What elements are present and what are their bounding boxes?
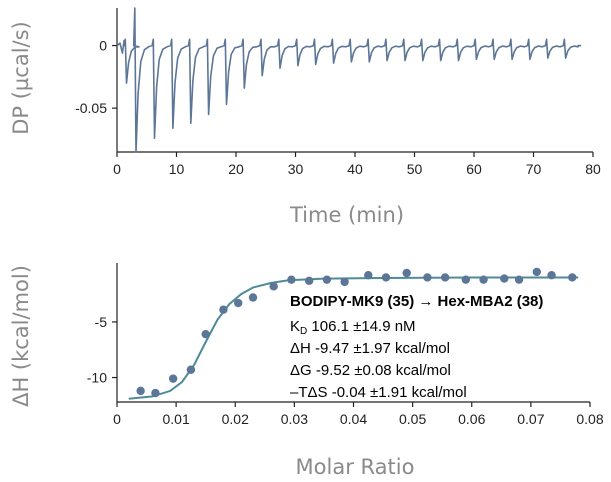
thermogram-x-tick-label: 80 [585,161,601,177]
isotherm-data-point [304,276,314,285]
isotherm-fit-curve [128,276,579,400]
thermogram-y-tick-label: 0 [99,38,107,54]
isotherm-x-tick-label: 0 [113,411,121,427]
isotherm-data-point [532,267,541,277]
isotherm-data-point [287,275,296,284]
isotherm-x-axis-label: Molar Ratio [296,455,415,479]
isotherm-data-point [402,268,411,278]
isotherm-data-point [340,277,349,287]
isotherm-data-point [322,275,332,284]
thermogram-x-tick-label: 70 [526,161,542,177]
isotherm-y-tick-label: -5 [95,314,108,330]
isotherm-data-points [136,267,577,398]
annotation-tds: –TΔS -0.04 ±1.91 kcal/mol [290,384,467,401]
thermogram-axes [116,8,593,153]
isotherm-data-point [514,275,524,284]
isotherm-data-point [168,374,178,383]
thermogram-x-tick-label: 10 [169,161,185,177]
thermogram-x-tick-label: 20 [228,161,244,177]
thermogram-x-tick-label: 30 [288,161,304,177]
isotherm-x-tick-label: 0.03 [281,411,308,427]
annotation-dh: ΔH -9.47 ±1.97 kcal/mol [290,340,450,357]
isotherm-x-tick-label: 0.02 [222,411,249,427]
thermogram-panel: 0 10 20 30 40 50 60 70 80 0 -0.05 Time (min) DP (… [9,7,601,227]
isotherm-x-tick-label: 0.04 [340,411,367,427]
thermogram-x-tick-label: 50 [407,161,423,177]
isotherm-data-point [219,305,228,314]
thermogram-y-ticks: 0 -0.05 [75,38,117,116]
isotherm-data-point [479,275,488,284]
isotherm-data-point [234,298,243,308]
thermogram-y-tick-label: -0.05 [75,100,107,116]
thermogram-x-ticks: 0 10 20 30 40 50 60 70 80 [113,152,601,177]
thermogram-x-tick-label: 0 [113,161,121,177]
isotherm-data-point [381,273,391,282]
isotherm-y-tick-label: -10 [87,370,107,386]
kd-value: 106.1 ±14.9 nM [307,318,415,335]
isotherm-data-point [136,386,145,396]
isotherm-x-tick-label: 0.01 [163,411,190,427]
annotation-kd: KD 106.1 ±14.9 nM [290,318,416,337]
isotherm-data-point [440,273,450,282]
isotherm-data-point [423,273,432,282]
isotherm-data-point [248,293,258,302]
thermogram-x-tick-label: 60 [466,161,482,177]
isotherm-data-point [186,365,196,374]
isotherm-x-tick-label: 0.07 [517,411,544,427]
isotherm-data-point [151,388,160,398]
isotherm-x-tick-label: 0.08 [576,411,603,427]
fit-parameters-annotation: BODIPY-MK9 (35) → Hex-MBA2 (38) KD 106.1… [290,293,543,401]
kd-subscript: D [300,326,307,337]
isotherm-panel: 0 0.01 0.02 0.03 0.04 0.05 0.06 0.07 0.08 -5-10 … [9,263,604,479]
isotherm-y-axis-label: ΔH (kcal/mol) [9,265,33,407]
thermogram-x-axis-label: Time (min) [289,203,404,227]
isotherm-x-tick-label: 0.06 [458,411,485,427]
isotherm-data-point [201,329,210,339]
isotherm-data-point [568,273,577,282]
isotherm-data-point [269,282,278,291]
isotherm-x-tick-label: 0.05 [399,411,426,427]
isotherm-data-point [364,271,373,280]
thermogram-trace [116,7,582,153]
thermogram-x-tick-label: 40 [347,161,363,177]
isotherm-data-point [500,274,509,283]
annotation-dg: ΔG -9.52 ±0.08 kcal/mol [290,362,451,379]
kd-symbol: K [290,318,300,335]
isotherm-data-point [461,275,471,284]
isotherm-x-ticks: 0 0.01 0.02 0.03 0.04 0.05 0.06 0.07 0.08 [113,402,604,427]
isotherm-data-point [547,271,556,280]
annotation-title: BODIPY-MK9 (35) → Hex-MBA2 (38) [290,293,543,310]
thermogram-y-axis-label: DP (µcal/s) [9,21,33,135]
isotherm-y-ticks: -5 -10 [87,314,117,386]
